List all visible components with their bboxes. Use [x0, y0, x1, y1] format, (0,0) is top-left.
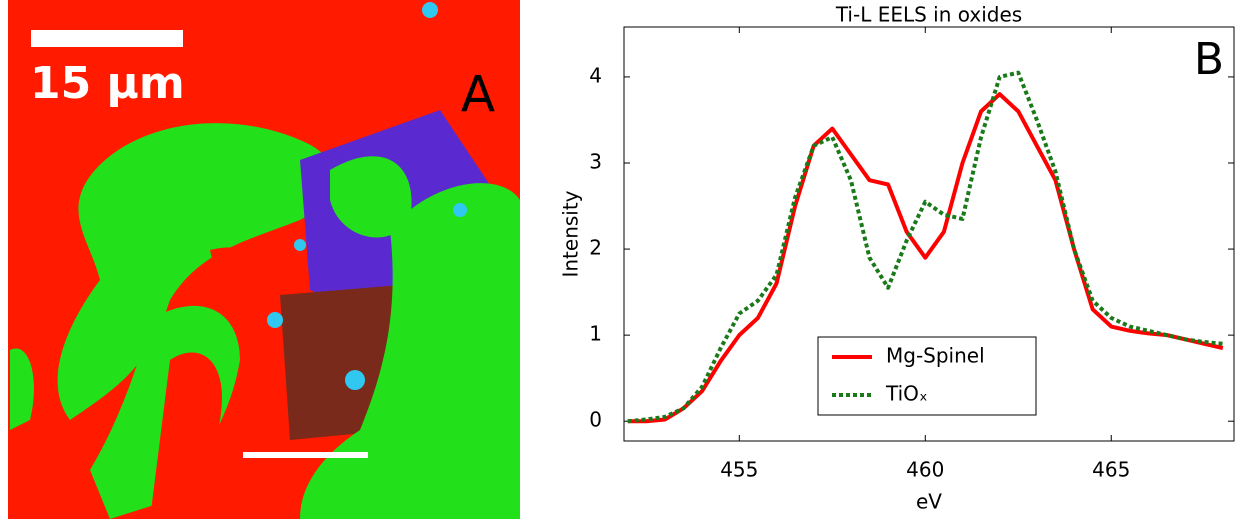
x-tick-label: 460: [906, 458, 944, 482]
y-axis-label: Intensity: [559, 190, 583, 277]
legend-label: TiOₓ: [885, 382, 928, 406]
x-tick-label: 455: [720, 458, 758, 482]
x-tick-label: 465: [1092, 458, 1130, 482]
map-image: [8, 0, 520, 519]
y-tick-label: 4: [589, 63, 602, 87]
x-axis-label: eV: [916, 490, 942, 514]
series-line: [627, 70, 1224, 424]
series-line: [627, 92, 1224, 424]
panel-label: A: [461, 66, 495, 124]
legend-label: Mg-Spinel: [886, 344, 985, 368]
plot-frame: [623, 26, 1235, 442]
y-tick-label: 0: [589, 408, 602, 432]
legend-box: [817, 336, 1037, 416]
panel-label: B: [1194, 34, 1224, 85]
chart-title: Ti-L EELS in oxides: [835, 3, 1022, 27]
scale-label: 15 μm: [30, 58, 185, 109]
y-tick-label: 3: [589, 149, 602, 173]
y-tick-label: 1: [589, 322, 602, 346]
y-tick-label: 2: [589, 236, 602, 260]
